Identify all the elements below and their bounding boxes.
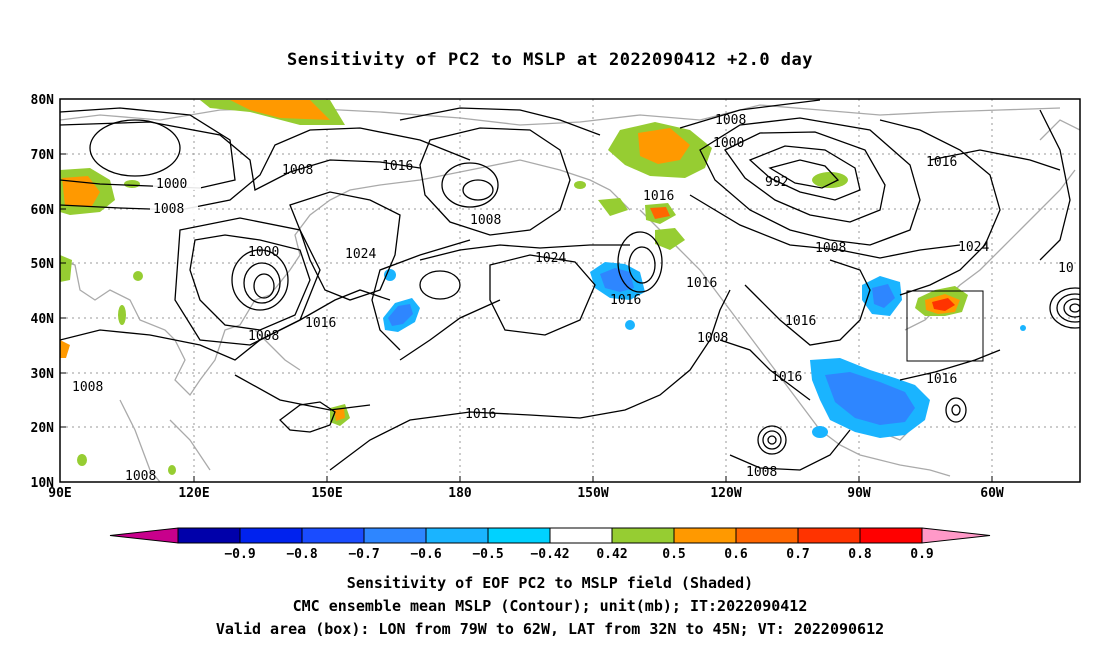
colorbar-tick-label: −0.9 bbox=[224, 547, 255, 562]
lat-tick-label: 70N bbox=[31, 148, 55, 163]
colorbar-swatch bbox=[177, 527, 241, 544]
footer-line-2: CMC ensemble mean MSLP (Contour); unit(m… bbox=[292, 597, 808, 615]
contour-label: 1016 bbox=[305, 316, 336, 331]
contour-label: 1008 bbox=[248, 329, 279, 344]
contour-labels: 1000 1008 1016 1008 1024 1000 1008 1016 … bbox=[72, 113, 1074, 484]
lat-tick-label: 30N bbox=[31, 367, 55, 382]
lon-axis: 90E 120E 150E 180 150W 120W 90W 60W bbox=[48, 486, 1004, 501]
colorbar-tick-label: 0.7 bbox=[786, 547, 809, 562]
lat-tick-label: 60N bbox=[31, 203, 55, 218]
lon-tick-label: 90W bbox=[847, 486, 871, 501]
lat-tick-label: 40N bbox=[31, 312, 55, 327]
contour-label: 1024 bbox=[958, 240, 989, 255]
contour-label: 992 bbox=[765, 175, 788, 190]
contour-label: 10 bbox=[1058, 261, 1074, 276]
plot-title: Sensitivity of PC2 to MSLP at 2022090412… bbox=[286, 50, 813, 70]
colorbar-swatch bbox=[363, 527, 427, 544]
contour-label: 1024 bbox=[535, 251, 566, 266]
lon-tick-label: 150W bbox=[577, 486, 608, 501]
contour-label: 1008 bbox=[715, 113, 746, 128]
lon-tick-label: 120E bbox=[178, 486, 209, 501]
mslp-contours bbox=[60, 99, 1080, 471]
colorbar-tick-label: 0.5 bbox=[662, 547, 685, 562]
contour-label: 1016 bbox=[382, 159, 413, 174]
colorbar-swatch bbox=[301, 527, 365, 544]
colorbar-tick-label: 0.8 bbox=[848, 547, 872, 562]
lat-axis: 80N 70N 60N 50N 40N 30N 20N 10N bbox=[31, 93, 55, 491]
colorbar-swatch bbox=[549, 527, 613, 544]
contour-label: 1008 bbox=[746, 465, 777, 480]
contour-label: 1016 bbox=[785, 314, 816, 329]
contour-label: 1000 bbox=[156, 177, 187, 192]
colorbar-tick-label: −0.8 bbox=[286, 547, 317, 562]
tick-marks bbox=[60, 153, 993, 482]
map-frame bbox=[59, 98, 1081, 483]
colorbar-labels: −0.9 −0.8 −0.7 −0.6 −0.5 −0.42 0.42 0.5 0.6 0.7 0.… bbox=[224, 547, 933, 562]
lat-tick-label: 10N bbox=[31, 476, 55, 491]
colorbar-swatch bbox=[859, 527, 923, 544]
colorbar-swatch bbox=[735, 527, 799, 544]
colorbar bbox=[109, 527, 991, 544]
sensitivity-shading bbox=[60, 100, 1026, 475]
colorbar-swatch bbox=[487, 527, 551, 544]
contour-label: 1008 bbox=[153, 202, 184, 217]
contour-label: 1016 bbox=[771, 370, 802, 385]
lon-tick-label: 120W bbox=[710, 486, 741, 501]
contour-label: 1016 bbox=[686, 276, 717, 291]
valid-area-box bbox=[906, 290, 984, 362]
colorbar-swatch bbox=[673, 527, 737, 544]
colorbar-tick-label: −0.6 bbox=[410, 547, 441, 562]
contour-label: 1008 bbox=[470, 213, 501, 228]
contour-label: 1016 bbox=[465, 407, 496, 422]
lat-tick-label: 20N bbox=[31, 421, 55, 436]
lon-tick-label: 150E bbox=[311, 486, 342, 501]
colorbar-tick-label: −0.42 bbox=[530, 547, 569, 562]
contour-label: 1016 bbox=[610, 293, 641, 308]
footer-line-1: Sensitivity of EOF PC2 to MSLP field (Sh… bbox=[346, 574, 754, 592]
lat-tick-label: 80N bbox=[31, 93, 55, 108]
lat-tick-label: 50N bbox=[31, 257, 55, 272]
colorbar-tick-label: 0.9 bbox=[910, 547, 933, 562]
contour-label: 1008 bbox=[697, 331, 728, 346]
contour-label: 1016 bbox=[926, 372, 957, 387]
gridlines bbox=[60, 99, 1080, 482]
contour-label: 1016 bbox=[926, 155, 957, 170]
contour-label: 1008 bbox=[72, 380, 103, 395]
colorbar-tick-label: 0.6 bbox=[724, 547, 748, 562]
contour-label: 1024 bbox=[345, 247, 376, 262]
colorbar-over-triangle bbox=[921, 527, 991, 544]
contour-label: 1000 bbox=[713, 136, 744, 151]
colorbar-tick-label: −0.7 bbox=[348, 547, 379, 562]
contour-label: 1008 bbox=[815, 241, 846, 256]
colorbar-under-triangle bbox=[109, 527, 179, 544]
colorbar-tick-label: −0.5 bbox=[472, 547, 503, 562]
contour-label: 1008 bbox=[282, 163, 313, 178]
contour-label: 1016 bbox=[643, 189, 674, 204]
lon-tick-label: 60W bbox=[980, 486, 1004, 501]
lon-tick-label: 180 bbox=[448, 486, 472, 501]
contour-label: 1008 bbox=[125, 469, 156, 484]
colorbar-swatch bbox=[239, 527, 303, 544]
footer-line-3: Valid area (box): LON from 79W to 62W, L… bbox=[215, 620, 885, 638]
contour-label: 1000 bbox=[248, 245, 279, 260]
colorbar-swatch bbox=[611, 527, 675, 544]
colorbar-tick-label: 0.42 bbox=[596, 547, 627, 562]
colorbar-swatch bbox=[797, 527, 861, 544]
lon-tick-label: 90E bbox=[48, 486, 71, 501]
colorbar-swatch bbox=[425, 527, 489, 544]
